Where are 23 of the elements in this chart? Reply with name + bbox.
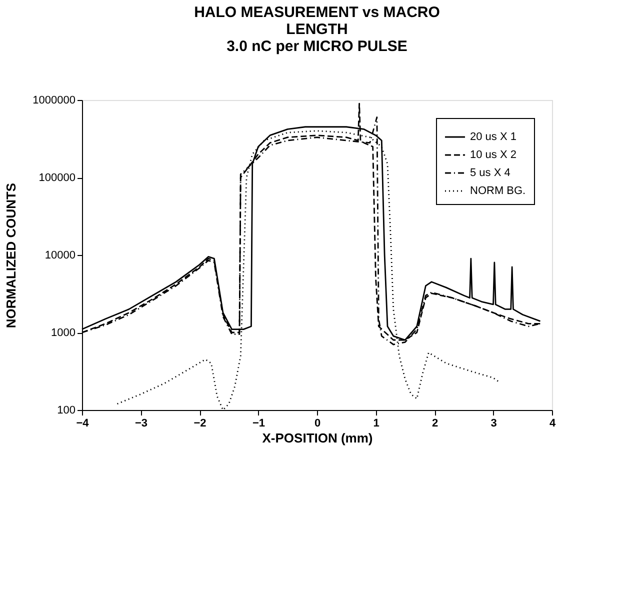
x-tick-label: −1 — [252, 418, 266, 430]
y-tick-label: 1000000 — [32, 94, 76, 106]
legend-label: 5 us X 4 — [470, 167, 510, 179]
legend-label: NORM BG. — [470, 185, 526, 197]
text: HALO MEASUREMENT vs MACRO — [194, 4, 440, 21]
legend-label: 20 us X 1 — [470, 131, 516, 143]
text: 3.0 nC per MICRO PULSE — [226, 38, 408, 55]
x-tick-label: 0 — [314, 418, 321, 430]
y-tick-label: 10000 — [44, 250, 76, 262]
x-tick-label: −2 — [194, 418, 206, 430]
x-tick-label: 2 — [432, 418, 438, 430]
x-tick-label: 1 — [373, 418, 380, 430]
text: LENGTH — [286, 21, 348, 38]
legend-label: 10 us X 2 — [470, 149, 516, 161]
y-tick-label: 100000 — [38, 172, 76, 184]
x-tick-label: 3 — [490, 418, 497, 430]
x-axis-title: X-POSITION (mm) — [262, 430, 373, 446]
y-tick-label: 100 — [57, 404, 76, 416]
y-tick-label: 1000 — [51, 327, 76, 339]
y-axis-title: NORMALIZED COUNTS — [4, 182, 19, 328]
x-tick-label: −3 — [134, 418, 148, 430]
x-tick-label: 4 — [549, 418, 556, 430]
x-tick-label: −4 — [76, 418, 90, 430]
